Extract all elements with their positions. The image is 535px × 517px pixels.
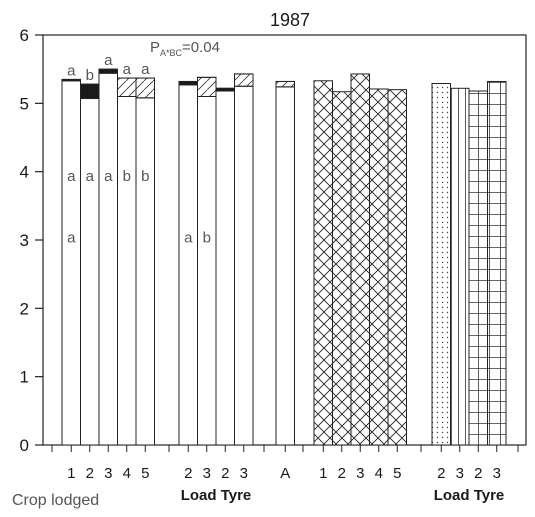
bar	[369, 88, 389, 446]
x-tick-label: 2	[437, 465, 445, 482]
bar	[487, 80, 507, 446]
bar-top-segment	[80, 83, 100, 100]
bar	[387, 89, 407, 446]
x-tick-label: 3	[356, 465, 364, 482]
bar-top-segment	[178, 80, 198, 86]
x-tick-label: A	[280, 465, 290, 482]
bar	[275, 80, 295, 446]
bar	[215, 87, 235, 446]
significance-letter: a	[67, 168, 76, 185]
p-value-subscript: A*BC	[160, 48, 183, 58]
significance-letter: a	[104, 52, 113, 69]
crop-lodged-label: Crop lodged	[12, 492, 99, 509]
bar-top-segment	[98, 68, 118, 74]
significance-letter: a	[67, 62, 76, 79]
y-axis: 0 1 2 3 4 5 6	[20, 26, 43, 455]
bar	[450, 87, 470, 446]
x-tick-label: 3	[104, 465, 112, 482]
x-tick-label: 4	[123, 465, 131, 482]
x-tick-label: 3	[456, 465, 464, 482]
bar	[80, 83, 100, 446]
x-tick-label: 2	[221, 465, 229, 482]
bar	[61, 78, 81, 446]
p-value-prefix: P	[150, 39, 160, 56]
significance-letter: b	[203, 230, 211, 247]
bar	[197, 76, 217, 446]
x-tick-label: 2	[184, 465, 192, 482]
bar	[178, 80, 198, 446]
significance-letter: b	[123, 168, 131, 185]
significance-letter: b	[141, 168, 149, 185]
y-tick-label: 2	[20, 299, 29, 318]
bar	[135, 77, 155, 446]
significance-letter: a	[184, 230, 193, 247]
y-tick-label: 1	[20, 368, 29, 387]
bar	[350, 73, 370, 446]
bar-top-segment	[234, 73, 254, 87]
significance-letter: a	[67, 230, 76, 247]
x-tick-label: 5	[141, 465, 149, 482]
bar	[468, 90, 488, 446]
bar-top-segment	[135, 77, 155, 99]
x-tick-label: 2	[474, 465, 482, 482]
bar	[332, 91, 352, 446]
bar-top-segment	[197, 76, 217, 98]
bar	[234, 73, 254, 446]
p-value-annotation: PA*BC=0.04	[150, 39, 220, 58]
x-tick-label: 3	[493, 465, 501, 482]
p-value-value: =0.04	[182, 39, 220, 56]
bar	[98, 68, 118, 446]
x-tick-label: 3	[240, 465, 248, 482]
significance-letter: a	[123, 61, 132, 78]
bar	[431, 83, 451, 446]
x-tick-label: 2	[86, 465, 94, 482]
group-label: Load Tyre	[434, 487, 505, 504]
x-tick-label: 2	[338, 465, 346, 482]
x-tick-label: 1	[67, 465, 75, 482]
bar	[117, 77, 137, 446]
y-tick-label: 0	[20, 436, 29, 455]
x-tick-label: 1	[319, 465, 327, 482]
significance-letter: a	[104, 168, 113, 185]
bar-top-segment	[117, 77, 137, 98]
chart-title: 1987	[270, 10, 310, 30]
y-tick-label: 3	[20, 231, 29, 250]
x-tick-label: 4	[375, 465, 383, 482]
x-tick-label: 3	[203, 465, 211, 482]
bar	[313, 80, 333, 446]
y-tick-label: 5	[20, 94, 29, 113]
bar-top-segment	[275, 80, 295, 88]
significance-letter: a	[141, 61, 150, 78]
group-label: Load Tyre	[181, 487, 252, 504]
significance-letter: a	[86, 168, 95, 185]
significance-letter: b	[86, 67, 94, 84]
y-tick-label: 6	[20, 26, 29, 45]
y-tick-label: 4	[20, 163, 29, 182]
x-tick-label: 5	[393, 465, 401, 482]
